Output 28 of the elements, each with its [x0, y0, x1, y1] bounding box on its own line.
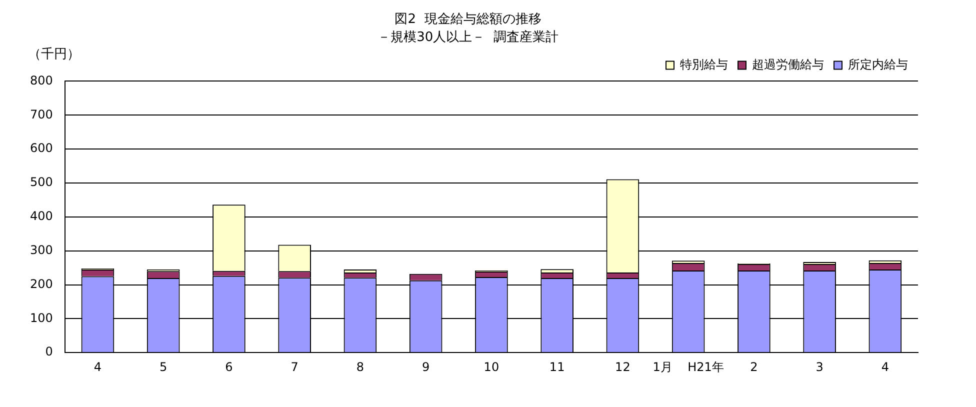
y-tick-label: 300	[30, 242, 53, 257]
x-tick-label: 10	[484, 360, 500, 374]
x-tick-label: 4	[94, 360, 102, 374]
legend-label: 超過労働給与	[752, 57, 824, 72]
y-tick-label: 500	[30, 175, 53, 190]
x-tick-label: 7	[290, 360, 298, 374]
x-tick-label: 12	[615, 360, 630, 374]
x-tick-label: 6	[225, 360, 233, 374]
x-tick-label: 4	[881, 360, 890, 374]
y-tick-label: 800	[30, 73, 53, 88]
y-tick-label: 400	[30, 209, 53, 224]
x-tick-label: 9	[422, 360, 430, 374]
chart-subtitle: －規模30人以上－ 調査産業計	[378, 28, 558, 45]
x-tick-label: 2	[750, 360, 758, 374]
legend-label: 所定内給与	[848, 57, 908, 72]
x-tick-label: 1月 H21年	[652, 360, 724, 374]
chart-title: 図2 現金給与総額の推移	[394, 12, 542, 28]
y-axis-title: （千円）	[28, 47, 80, 62]
y-tick-label: 600	[30, 141, 53, 156]
x-tick-label: 3	[816, 360, 824, 374]
x-tick-label: 5	[160, 360, 168, 374]
legend-label: 特別給与	[680, 57, 728, 72]
y-tick-label: 700	[30, 107, 53, 122]
y-tick-label: 200	[30, 276, 53, 291]
x-tick-label: 8	[356, 360, 364, 374]
x-tick-label: 11	[549, 360, 565, 374]
y-tick-label: 0	[45, 344, 53, 359]
y-tick-label: 100	[30, 310, 53, 325]
